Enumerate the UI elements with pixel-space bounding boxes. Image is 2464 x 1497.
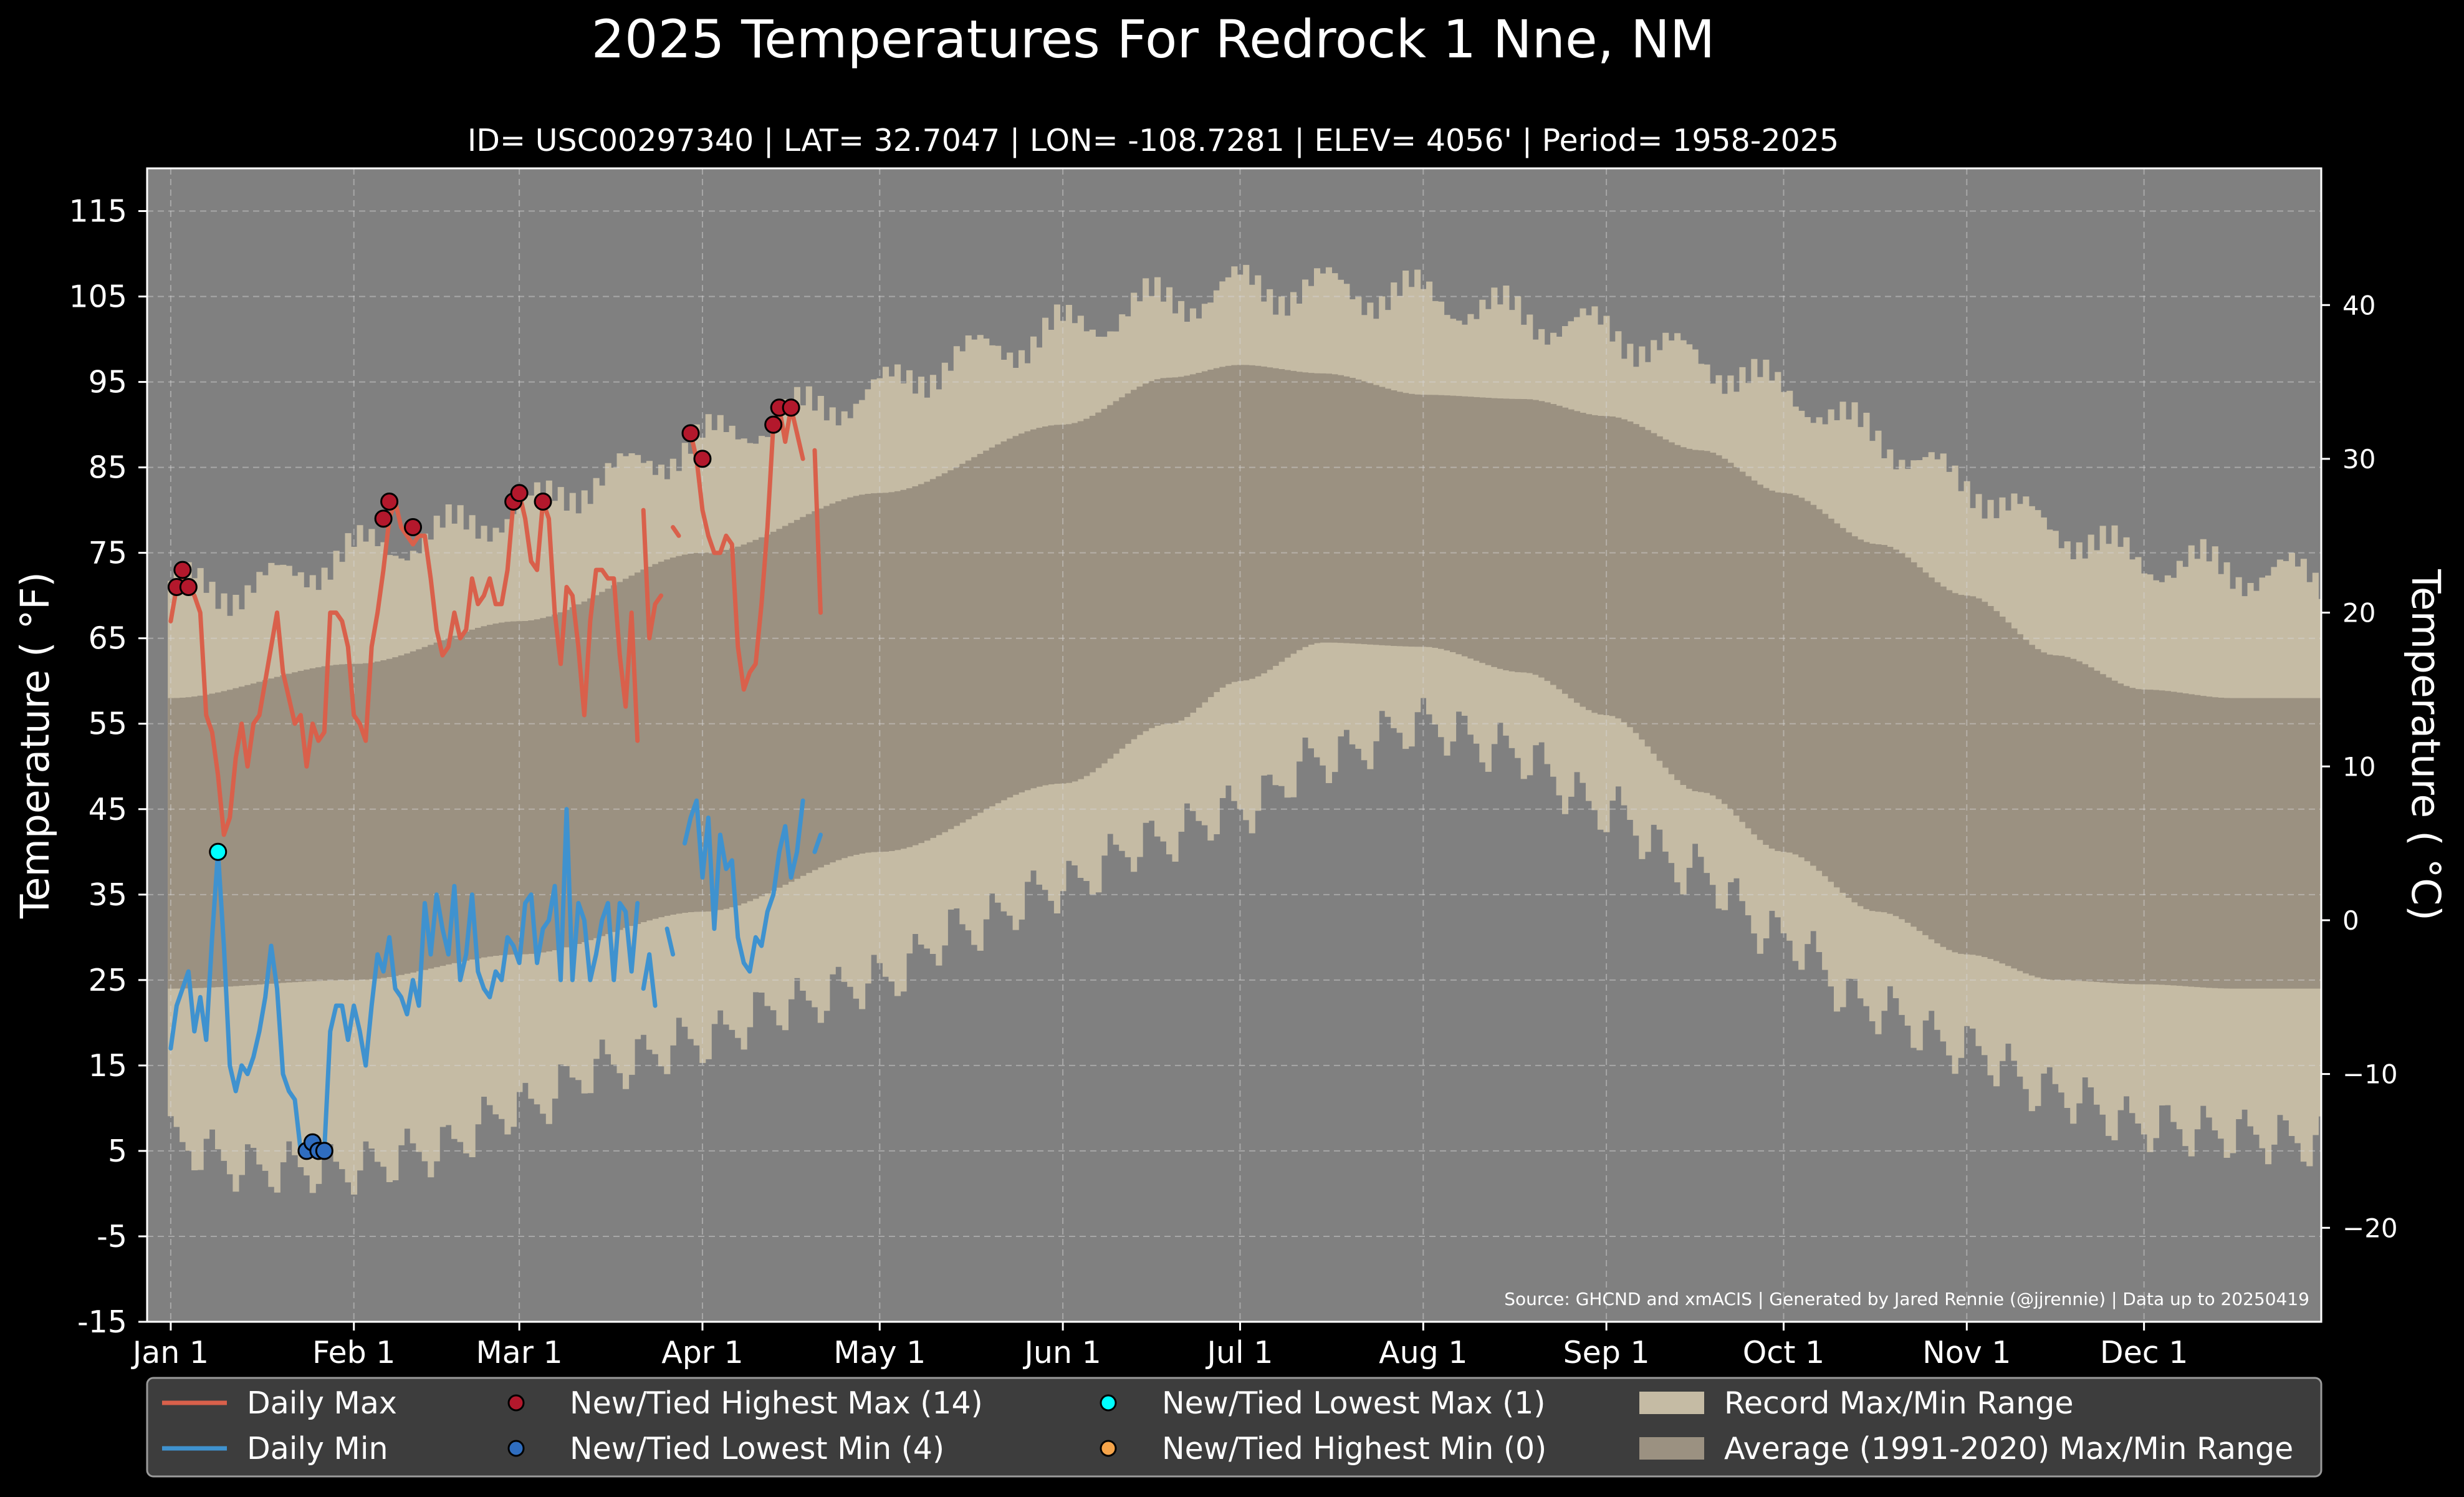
legend-label: Daily Max — [247, 1385, 397, 1421]
legend-marker-swatch — [1100, 1440, 1117, 1457]
x-axis: Jan 1 Feb 1 Mar 1 Apr 1 May 1 Jun 1 Jul 1 Aug 1… — [131, 1322, 2188, 1370]
y-tick-label-right: 10 — [2342, 751, 2375, 782]
new-tied-highest-max-marker — [173, 561, 192, 579]
y-axis-title-left: Temperature ( °F) — [12, 572, 58, 919]
y-tick-label: 35 — [89, 877, 127, 913]
y-tick-label: 15 — [89, 1048, 127, 1084]
new-tied-highest-max-marker — [693, 450, 712, 468]
y-tick-label-right: 0 — [2342, 905, 2359, 936]
legend-label: New/Tied Lowest Max (1) — [1162, 1385, 1546, 1421]
x-tick-label: Jul 1 — [1206, 1335, 1273, 1370]
x-tick-label: Sep 1 — [1563, 1335, 1650, 1370]
legend-label: New/Tied Highest Min (0) — [1162, 1431, 1546, 1466]
y-axis-title-right: Temperature ( °C) — [2403, 569, 2448, 921]
y-tick-label: 5 — [108, 1134, 127, 1169]
y-axis-left: -15 -5 5 15 25 35 45 55 65 75 85 95 105 115 — [69, 194, 147, 1340]
legend-patch-swatch — [1639, 1392, 1704, 1414]
x-tick-label: Aug 1 — [1379, 1335, 1467, 1370]
y-tick-label: 25 — [89, 963, 127, 998]
daily-min-line — [664, 927, 676, 957]
x-tick-label: Jan 1 — [131, 1335, 209, 1370]
y-tick-label: 115 — [69, 194, 127, 229]
x-tick-label: Nov 1 — [1922, 1335, 2011, 1370]
legend-marker-swatch — [507, 1394, 525, 1412]
legend: Daily Max Daily Min New/Tied Highest Max (… — [162, 1385, 2293, 1466]
y-tick-label: 75 — [89, 536, 127, 571]
new-tied-highest-max-marker — [764, 415, 783, 434]
x-tick-label: Apr 1 — [661, 1335, 744, 1370]
new-tied-highest-max-marker — [374, 509, 393, 528]
x-tick-label: May 1 — [833, 1335, 926, 1370]
legend-label: New/Tied Lowest Min (4) — [570, 1431, 944, 1466]
legend-label: New/Tied Highest Max (14) — [570, 1385, 983, 1421]
y-tick-label-right: 40 — [2342, 290, 2375, 320]
y-tick-label: 105 — [69, 279, 127, 315]
daily-max-line — [641, 508, 664, 641]
daily-max-line — [671, 525, 681, 538]
x-tick-label: Oct 1 — [1743, 1335, 1824, 1370]
y-tick-label: 55 — [89, 706, 127, 742]
chart-title: 2025 Temperatures For Redrock 1 Nne, NM — [592, 9, 1715, 70]
daily-series — [168, 405, 823, 1153]
legend-label: Record Max/Min Range — [1724, 1385, 2074, 1421]
y-tick-label: -15 — [77, 1304, 127, 1340]
y-tick-label-right: 20 — [2342, 598, 2375, 628]
x-tick-label: Mar 1 — [476, 1335, 563, 1370]
daily-min-line — [641, 952, 658, 1008]
grid-lines — [147, 168, 2321, 1322]
new-tied-lowest-min-marker — [315, 1142, 333, 1160]
legend-marker-swatch — [507, 1440, 525, 1457]
new-tied-highest-max-marker — [681, 424, 700, 443]
source-note: Source: GHCND and xmACIS | Generated by … — [1504, 1289, 2309, 1309]
daily-max-line — [812, 448, 823, 615]
new-tied-highest-max-marker — [782, 398, 800, 417]
daily-max-line — [168, 491, 640, 837]
y-tick-label: 95 — [89, 365, 127, 400]
daily-max-line — [688, 405, 805, 692]
new-tied-highest-max-marker — [179, 577, 198, 596]
y-tick-label-right: −10 — [2342, 1059, 2398, 1090]
y-axis-right: −20 −10 0 10 20 30 40 — [2321, 290, 2398, 1243]
x-tick-label: Feb 1 — [312, 1335, 396, 1370]
record-markers — [167, 398, 800, 1160]
plot-frame — [146, 167, 2323, 1323]
legend-label: Average (1991-2020) Max/Min Range — [1724, 1431, 2293, 1466]
daily-min-line — [168, 807, 640, 1153]
y-tick-label: -5 — [97, 1219, 127, 1254]
new-tied-highest-max-marker — [510, 484, 529, 503]
x-tick-label: Dec 1 — [2100, 1335, 2188, 1370]
new-tied-highest-max-marker — [534, 492, 552, 511]
new-tied-highest-max-marker — [404, 518, 423, 537]
y-tick-label: 85 — [89, 450, 127, 486]
legend-marker-swatch — [1100, 1394, 1117, 1412]
legend-patch-swatch — [1639, 1437, 1704, 1460]
y-tick-label: 45 — [89, 792, 127, 827]
new-tied-lowest-max-marker — [209, 842, 228, 861]
y-tick-label-right: 30 — [2342, 444, 2375, 474]
daily-min-line — [812, 832, 823, 854]
x-tick-label: Jun 1 — [1022, 1335, 1101, 1370]
legend-box — [146, 1377, 2323, 1478]
daily-min-line — [683, 798, 805, 974]
chart-subtitle: ID= USC00297340 | LAT= 32.7047 | LON= -1… — [467, 123, 1839, 158]
legend-label: Daily Min — [247, 1431, 388, 1466]
new-tied-highest-max-marker — [380, 492, 399, 511]
y-tick-label: 65 — [89, 621, 127, 657]
y-tick-label-right: −20 — [2342, 1213, 2398, 1243]
